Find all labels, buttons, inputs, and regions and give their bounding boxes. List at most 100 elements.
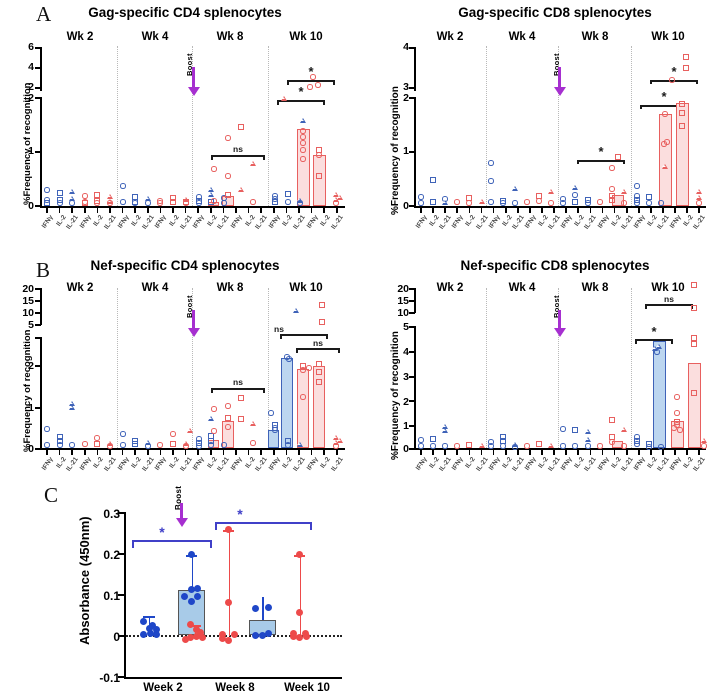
data-point-circle xyxy=(418,200,424,206)
xtick-mark xyxy=(323,207,326,213)
ytick-mark xyxy=(409,351,415,353)
data-point-circle xyxy=(268,410,274,416)
ytick-mark xyxy=(409,300,415,302)
ytick-nef-cd8-4: 4 xyxy=(403,346,409,358)
xtick-mark xyxy=(235,449,237,455)
group-divider xyxy=(486,288,487,448)
xtick-mark xyxy=(172,449,174,455)
ytick-mark xyxy=(409,288,415,290)
data-point-circle xyxy=(512,200,518,206)
ytick-mark xyxy=(118,676,125,678)
ytick-gag-cd8-1: 1 xyxy=(403,145,409,157)
x-label-week8: Week 8 xyxy=(215,682,255,694)
x-axis-absorbance xyxy=(124,677,342,680)
data-point-filled-circle xyxy=(186,620,194,628)
data-point-circle xyxy=(250,199,256,205)
data-point-circle xyxy=(286,356,292,362)
xtick-mark xyxy=(335,207,338,213)
xtick-mark xyxy=(613,449,616,455)
data-point-circle xyxy=(307,84,313,90)
data-point-circle xyxy=(654,349,660,355)
chart-title-nef-cd4: Nef-specific CD4 splenocytes xyxy=(90,258,280,273)
data-point-filled-circle xyxy=(187,597,195,605)
data-point-circle xyxy=(488,199,494,205)
data-point-circle xyxy=(634,441,640,447)
data-point-triangle xyxy=(144,195,151,201)
data-point-square xyxy=(316,147,322,153)
data-point-circle xyxy=(221,200,227,206)
data-point-triangle xyxy=(106,193,113,199)
error-bar xyxy=(262,597,264,620)
y-axis-lower-nef-cd4 xyxy=(40,337,42,449)
xtick-mark xyxy=(172,207,174,213)
xtick-mark xyxy=(420,207,422,213)
ytick-mark xyxy=(409,376,415,378)
data-point-circle xyxy=(300,156,306,162)
data-point-square xyxy=(466,195,472,201)
bracket-label: * xyxy=(651,324,657,339)
data-point-circle xyxy=(285,199,291,205)
data-point-circle xyxy=(300,134,306,140)
panel-letter-a: A xyxy=(36,2,52,26)
xtick-mark xyxy=(686,207,689,213)
data-point-square xyxy=(430,177,436,183)
data-point-circle xyxy=(585,443,591,449)
bracket-label: * xyxy=(671,64,677,79)
data-point-circle xyxy=(57,442,63,448)
data-point-triangle xyxy=(695,188,702,194)
data-point-circle xyxy=(646,444,652,450)
data-point-circle xyxy=(94,200,100,206)
data-point-circle xyxy=(297,200,303,206)
xtick-mark xyxy=(553,449,555,455)
data-point-circle xyxy=(107,200,113,206)
xtick-mark xyxy=(504,449,507,455)
ytick-mark xyxy=(409,87,415,89)
data-point-circle xyxy=(44,187,50,193)
ytick-mark xyxy=(35,151,41,153)
data-point-circle xyxy=(466,200,472,206)
group-label-wk4: Wk 4 xyxy=(141,31,169,43)
xtick-mark xyxy=(146,449,149,455)
data-point-filled-circle xyxy=(295,608,303,616)
data-point-circle xyxy=(662,111,668,117)
data-point-square xyxy=(430,436,436,442)
data-point-circle xyxy=(677,427,683,433)
data-point-triangle xyxy=(186,427,193,433)
data-point-circle xyxy=(418,194,424,200)
ytick-mark xyxy=(35,448,41,450)
data-point-circle xyxy=(300,140,306,146)
data-point-square xyxy=(225,415,231,421)
xtick-mark xyxy=(577,207,580,213)
xtick-mark xyxy=(674,207,676,213)
data-point-circle xyxy=(157,442,163,448)
ytick-abs--0.1: -0.1 xyxy=(99,671,120,685)
bar xyxy=(313,366,325,448)
data-point-square xyxy=(132,441,138,447)
ytick-nef-cd4-2: 2 xyxy=(28,360,34,372)
xtick-mark xyxy=(197,449,200,455)
data-point-circle xyxy=(488,443,494,449)
data-point-triangle xyxy=(68,195,75,201)
data-point-filled-circle xyxy=(192,625,200,633)
data-point-circle xyxy=(658,200,664,206)
data-point-circle xyxy=(524,443,530,449)
bracket-label: ns xyxy=(233,377,243,387)
data-point-filled-circle xyxy=(193,584,201,592)
data-point-circle xyxy=(132,200,138,206)
error-bar xyxy=(228,530,230,636)
xtick-mark xyxy=(83,449,86,455)
data-point-filled-circle xyxy=(251,631,259,639)
data-point-filled-circle xyxy=(187,550,195,558)
xtick-mark xyxy=(58,207,61,213)
xtick-mark xyxy=(46,449,48,455)
ytick-gag-cd4-4: 4 xyxy=(28,61,34,73)
ytick-nef-cd4-1: 1 xyxy=(28,402,34,414)
data-point-circle xyxy=(609,439,615,445)
xtick-mark xyxy=(272,207,275,213)
ytick-nef-cd4-10: 10 xyxy=(22,307,34,319)
data-point-circle xyxy=(82,193,88,199)
bar xyxy=(653,341,666,448)
xtick-mark xyxy=(260,449,263,455)
data-point-square xyxy=(609,197,615,203)
xtick-mark xyxy=(456,449,459,455)
